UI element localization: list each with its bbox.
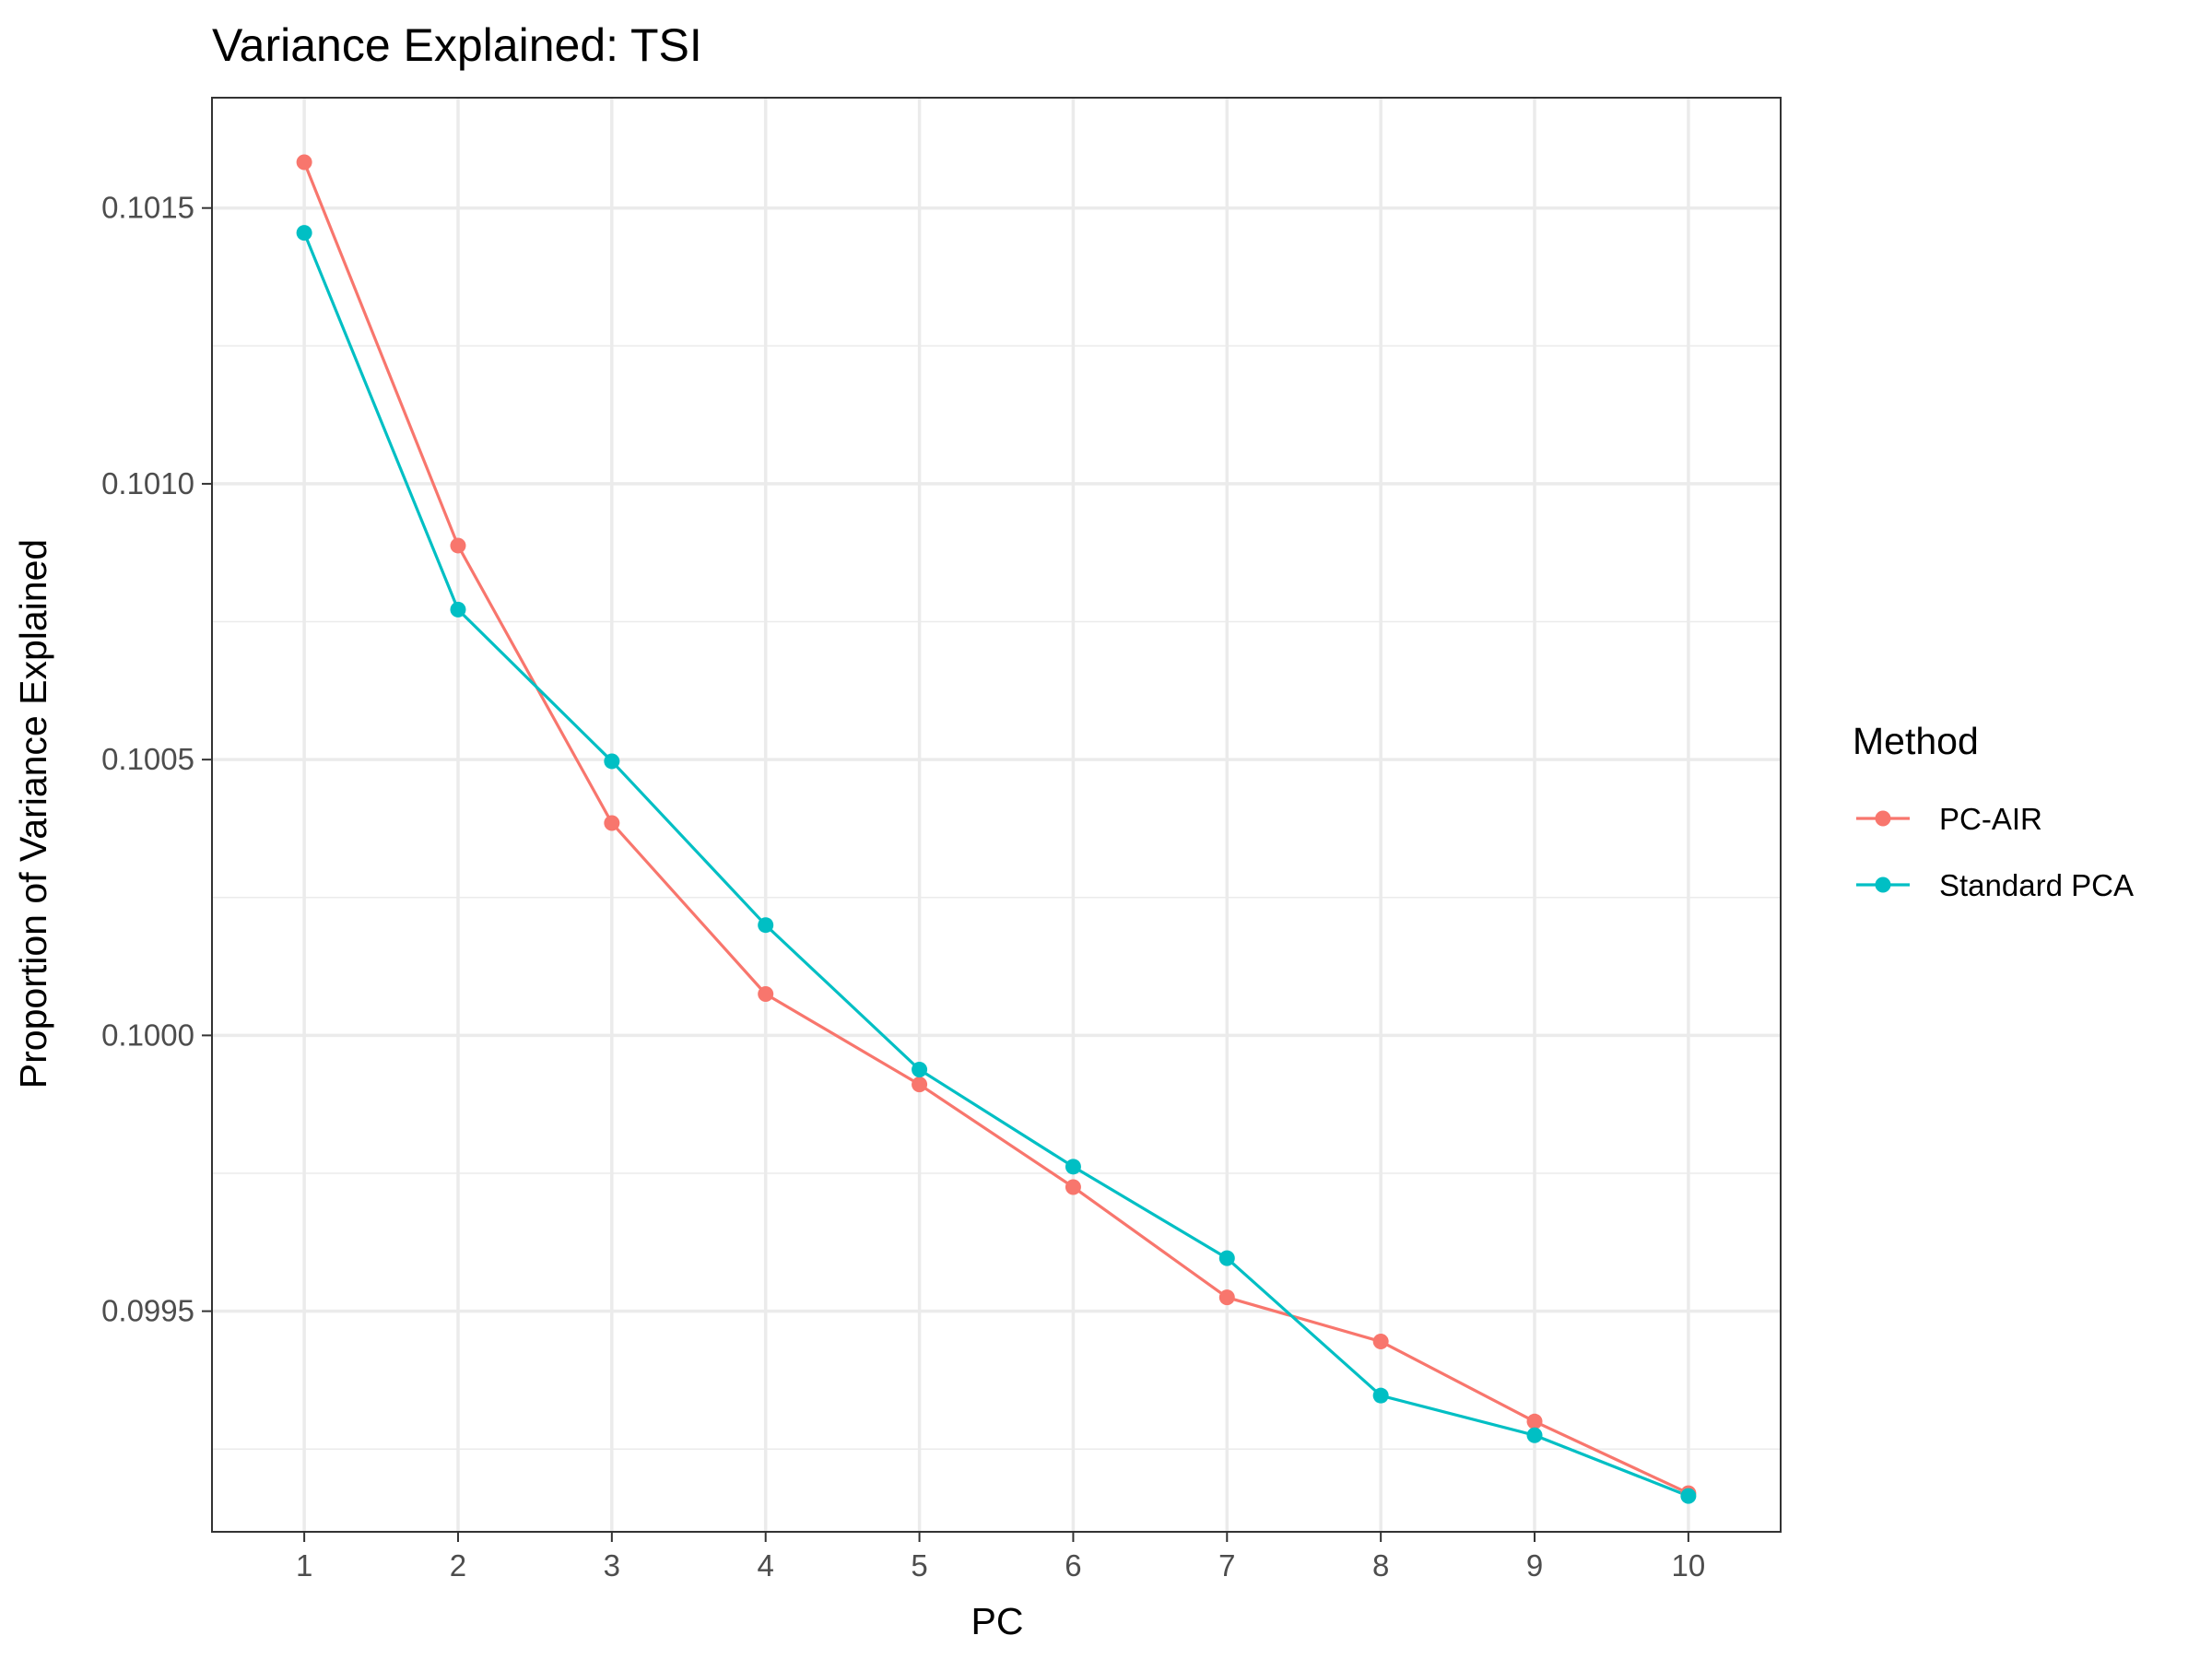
legend-label-pc-air: PC-AIR xyxy=(1939,802,2042,836)
data-point-pc-air xyxy=(912,1077,928,1093)
x-tick-label: 5 xyxy=(911,1548,927,1583)
x-tick-label: 6 xyxy=(1065,1548,1081,1583)
legend-title: Method xyxy=(1853,720,1979,762)
data-point-standard-pca xyxy=(1218,1250,1235,1266)
legend-keys: PC-AIR Standard PCA xyxy=(1856,802,2134,902)
series-line-standard-pca xyxy=(302,232,1689,1498)
y-tick-label: 0.1015 xyxy=(101,191,194,225)
legend: Method PC-AIR Standard PCA xyxy=(1853,720,2134,902)
chart-title: Variance Explained: TSI xyxy=(212,19,702,71)
data-point-standard-pca xyxy=(1680,1488,1697,1504)
data-point-pc-air xyxy=(1372,1334,1389,1350)
data-point-standard-pca xyxy=(450,601,466,618)
data-point-pc-air xyxy=(450,537,466,554)
y-axis-ticks: 0.0995 0.1000 0.1005 0.1010 0.1015 xyxy=(101,191,212,1328)
data-point-standard-pca xyxy=(758,917,774,934)
x-tick-label: 10 xyxy=(1672,1548,1706,1583)
data-point-pc-air xyxy=(758,986,774,1002)
major-gridlines xyxy=(212,98,1781,1532)
x-tick-label: 4 xyxy=(758,1548,774,1583)
data-point-standard-pca xyxy=(912,1061,928,1077)
y-tick-label: 0.1010 xyxy=(101,466,194,500)
x-tick-label: 9 xyxy=(1526,1548,1543,1583)
legend-label-standard-pca: Standard PCA xyxy=(1939,868,2134,902)
data-point-pc-air xyxy=(1218,1289,1235,1306)
x-tick-label: 1 xyxy=(296,1548,312,1583)
series-lines xyxy=(302,161,1689,1498)
data-point-standard-pca xyxy=(1065,1159,1081,1175)
y-tick-label: 0.0995 xyxy=(101,1294,194,1328)
y-axis-title: Proportion of Variance Explained xyxy=(12,539,54,1088)
series-points xyxy=(296,154,1697,1504)
y-tick-label: 0.1000 xyxy=(101,1018,194,1052)
data-point-standard-pca xyxy=(604,753,620,770)
minor-gridlines xyxy=(212,345,1781,1450)
data-point-pc-air xyxy=(296,154,312,171)
x-tick-label: 3 xyxy=(604,1548,620,1583)
data-point-pc-air xyxy=(604,815,620,831)
data-point-standard-pca xyxy=(1526,1427,1543,1443)
x-axis-title: PC xyxy=(971,1600,1024,1642)
legend-key-point-standard-pca xyxy=(1875,877,1891,893)
data-point-standard-pca xyxy=(296,225,312,241)
x-axis-ticks: 1 2 3 4 5 6 7 8 9 10 xyxy=(296,1532,1705,1583)
x-tick-label: 7 xyxy=(1218,1548,1235,1583)
plot-panel-border xyxy=(211,97,1782,1533)
x-tick-label: 8 xyxy=(1372,1548,1389,1583)
data-point-standard-pca xyxy=(1372,1387,1389,1404)
data-point-pc-air xyxy=(1526,1413,1543,1430)
x-tick-label: 2 xyxy=(450,1548,466,1583)
y-tick-label: 0.1005 xyxy=(101,742,194,776)
legend-key-point-pc-air xyxy=(1875,810,1891,827)
data-point-pc-air xyxy=(1065,1179,1081,1195)
